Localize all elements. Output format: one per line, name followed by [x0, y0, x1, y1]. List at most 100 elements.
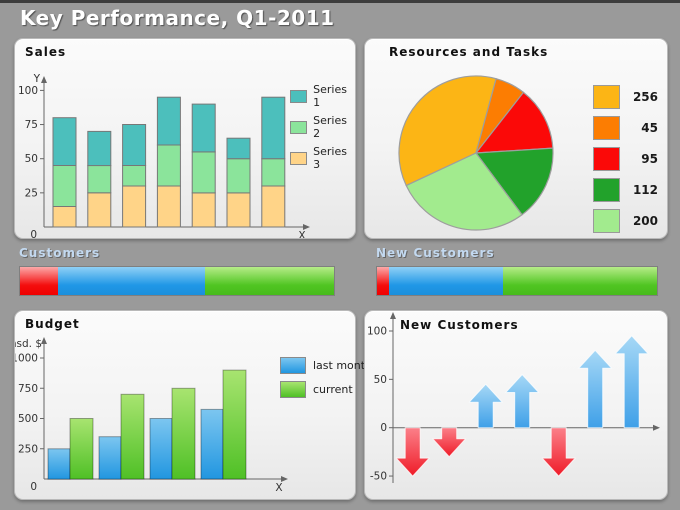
budget-bar-3-last-month[interactable] [149, 418, 173, 480]
sales-legend-swatch [290, 151, 308, 165]
budget-legend-item[interactable]: last month [280, 357, 372, 374]
sales-bar-3-series-3[interactable] [122, 185, 147, 228]
budget-bar-3-current[interactable] [171, 387, 196, 480]
sales-bar-5-series-3[interactable] [191, 192, 216, 228]
sales-bar-2-series-2[interactable] [87, 165, 112, 194]
arrows-y-tick-label: 100 [367, 326, 387, 338]
arrows-y-tick-label: -50 [370, 471, 387, 483]
sales-bar-4-series-2[interactable] [156, 144, 181, 187]
sales-bar-7-series-1[interactable] [261, 96, 286, 160]
sales-y-tick-label: 25 [25, 187, 38, 199]
pie-legend-item[interactable]: 200 [593, 209, 658, 233]
budget-y-tick-label: 500 [18, 413, 38, 425]
sales-legend-label: Series 3 [313, 145, 347, 171]
sales-bar-6-series-1[interactable] [226, 137, 251, 160]
pie-legend-swatch [593, 85, 620, 109]
sales-x-axis-arrow [303, 224, 310, 230]
arrows-x-axis-arrow [653, 424, 660, 431]
sales-bar-6-series-3[interactable] [226, 192, 251, 228]
budget-bar-4-current[interactable] [222, 369, 247, 480]
budget-y-tick-label: 750 [18, 383, 38, 395]
new-customers-progress-segment-red[interactable] [377, 267, 390, 295]
new-customers-arrow-chart: 100 50 0 -50 [367, 312, 660, 483]
budget-x-axis-arrow [281, 476, 288, 482]
customers-progress-segment-blue[interactable] [57, 267, 206, 295]
new-customers-arrow-4-up[interactable] [505, 374, 540, 429]
pie-legend-item[interactable]: 112 [593, 178, 658, 202]
sales-bar-3-series-1[interactable] [122, 124, 147, 166]
pie-slice-200[interactable] [405, 152, 523, 231]
sales-legend-label: Series 1 [313, 83, 347, 109]
sales-bar-2-series-1[interactable] [87, 130, 112, 167]
budget-y-axis-arrow [41, 337, 47, 344]
sales-legend-item[interactable]: Series 2 [290, 114, 355, 140]
customers-progress-label: Customers [19, 246, 101, 260]
budget-bar-2-current[interactable] [120, 393, 145, 480]
sales-bar-5-series-2[interactable] [191, 151, 216, 194]
sales-legend-item[interactable]: Series 1 [290, 83, 355, 109]
arrows-y-axis-arrow [390, 312, 396, 319]
panel-resources-and-tasks: Resources and Tasks 256 45 95 112 200 [364, 38, 668, 239]
budget-legend-label: last month [313, 359, 373, 372]
new-customers-arrow-1-down[interactable] [395, 427, 430, 477]
pie-slice-95[interactable] [475, 91, 554, 154]
sales-bar-1-series-1[interactable] [52, 117, 77, 166]
budget-legend-item[interactable]: current [280, 381, 372, 398]
resources-chart-title: Resources and Tasks [389, 45, 549, 59]
new-customers-progress-bar[interactable] [376, 266, 658, 296]
new-customers-progress-segment-blue[interactable] [389, 267, 503, 295]
arrows-y-tick-label: 0 [380, 422, 387, 434]
sales-y-tick-label: 50 [25, 153, 38, 165]
budget-origin-label: 0 [30, 481, 37, 493]
sales-y-tick-label: 75 [25, 119, 38, 131]
new-customers-arrow-6-up[interactable] [578, 349, 613, 429]
customers-progress-segment-red[interactable] [20, 267, 58, 295]
dashboard-title: Key Performance, Q1-2011 [20, 6, 335, 30]
budget-chart-title: Budget [25, 317, 80, 331]
new-customers-arrow-7-up[interactable] [614, 335, 649, 429]
sales-bar-6-series-2[interactable] [226, 158, 251, 194]
sales-bar-1-series-2[interactable] [52, 165, 77, 207]
pie-legend-swatch [593, 209, 620, 233]
customers-progress-segment-green[interactable] [205, 267, 334, 295]
budget-bar-4-last-month[interactable] [200, 408, 224, 480]
budget-bar-1-last-month[interactable] [47, 448, 71, 480]
sales-bar-7-series-2[interactable] [261, 158, 286, 187]
budget-bar-1-current[interactable] [69, 418, 94, 480]
sales-chart-title: Sales [25, 45, 67, 59]
sales-bar-4-series-1[interactable] [156, 96, 181, 146]
new-customers-arrow-5-down[interactable] [541, 427, 576, 477]
pie-slice-256[interactable] [398, 75, 497, 187]
sales-y-axis-arrow [41, 76, 47, 83]
sales-legend-label: Series 2 [313, 114, 347, 140]
new-customers-progress-segment-green[interactable] [502, 267, 657, 295]
sales-bar-5-series-1[interactable] [191, 103, 216, 153]
pie-legend-label: 256 [632, 90, 658, 104]
budget-legend-swatch [280, 357, 306, 374]
sales-bar-3-series-2[interactable] [122, 165, 147, 187]
pie-legend-item[interactable]: 95 [593, 147, 658, 171]
budget-bar-2-last-month[interactable] [98, 436, 122, 480]
sales-bar-4-series-3[interactable] [156, 185, 181, 228]
resources-pie-chart [398, 75, 554, 231]
panel-budget: Budget 1000 750 500 250 thsd. $ 0 X last month… [14, 310, 372, 500]
sales-stacked-bar-chart: 100 75 50 25 Y 0 X [18, 73, 310, 238]
sales-bar-7-series-3[interactable] [261, 185, 286, 228]
sales-bar-2-series-3[interactable] [87, 192, 112, 228]
new-customers-progress-label: New Customers [376, 246, 495, 260]
sales-bar-1-series-3[interactable] [52, 206, 77, 228]
new-customers-chart-title: New Customers [400, 318, 519, 332]
budget-legend-label: current [313, 383, 353, 396]
pie-legend-item[interactable]: 256 [593, 85, 658, 109]
new-customers-arrow-3-up[interactable] [468, 383, 503, 429]
pie-legend-label: 95 [641, 152, 658, 166]
new-customers-arrow-2-down[interactable] [432, 427, 467, 458]
new-customers-progress-block: New Customers [376, 246, 658, 296]
sales-x-axis-title: X [298, 230, 305, 238]
customers-progress-bar[interactable] [19, 266, 335, 296]
pie-legend-label: 112 [632, 183, 658, 197]
sales-legend-item[interactable]: Series 3 [290, 145, 355, 171]
pie-slice-112[interactable] [475, 147, 554, 216]
pie-legend-item[interactable]: 45 [593, 116, 658, 140]
sales-legend-swatch [290, 120, 308, 134]
